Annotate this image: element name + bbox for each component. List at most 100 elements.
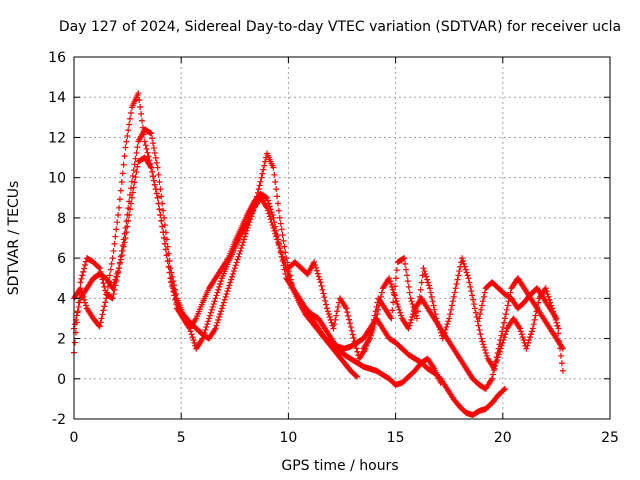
data-point	[149, 135, 156, 142]
data-point	[258, 174, 265, 181]
data-point	[222, 293, 229, 300]
data-point	[350, 334, 357, 341]
data-point	[275, 207, 282, 214]
data-point	[555, 330, 562, 337]
data-point	[161, 214, 168, 221]
data-point	[101, 303, 108, 310]
data-point	[152, 186, 159, 193]
data-point	[320, 290, 327, 297]
data-point	[322, 297, 329, 304]
data-point	[217, 311, 224, 318]
data-point	[111, 279, 118, 286]
data-point	[127, 200, 134, 207]
data-point	[493, 354, 500, 361]
x-tick-label: 10	[279, 430, 297, 446]
data-point	[481, 344, 488, 351]
y-tick-label: 10	[48, 171, 66, 187]
data-point	[353, 345, 360, 352]
data-point	[274, 200, 281, 207]
data-point	[272, 230, 279, 237]
data-point	[366, 335, 373, 342]
data-point	[125, 217, 132, 224]
data-point	[523, 345, 530, 352]
data-point	[112, 276, 119, 283]
data-point	[394, 301, 401, 308]
data-point	[333, 312, 340, 319]
data-point	[171, 292, 178, 299]
data-point	[240, 239, 247, 246]
data-point	[401, 255, 408, 262]
series-satellite-track-2	[71, 90, 444, 388]
data-point	[543, 288, 550, 295]
data-point	[150, 173, 157, 180]
data-point	[160, 207, 167, 214]
data-point	[124, 133, 131, 140]
data-point	[498, 332, 505, 339]
data-point	[269, 222, 276, 229]
data-point	[489, 375, 496, 382]
data-point	[497, 336, 504, 343]
data-point	[130, 184, 137, 191]
data-point	[449, 298, 456, 305]
data-point	[478, 302, 485, 309]
data-point	[346, 320, 353, 327]
data-point	[228, 276, 235, 283]
data-point	[468, 288, 475, 295]
data-point	[281, 259, 288, 266]
data-point	[542, 285, 549, 292]
data-point	[313, 267, 320, 274]
data-point	[100, 307, 107, 314]
data-point	[78, 275, 85, 282]
data-point	[82, 262, 89, 269]
data-point	[403, 266, 410, 273]
data-point	[220, 299, 227, 306]
data-point	[273, 233, 280, 240]
data-point	[531, 316, 538, 323]
data-point	[554, 322, 561, 329]
data-point	[71, 339, 78, 346]
data-point	[155, 200, 162, 207]
data-point	[167, 275, 174, 282]
data-point	[237, 247, 244, 254]
data-point	[168, 279, 175, 286]
data-point	[334, 308, 341, 315]
data-point	[122, 144, 129, 151]
data-point	[395, 303, 402, 310]
data-point	[455, 272, 462, 279]
data-point	[77, 279, 84, 286]
data-point	[107, 266, 114, 273]
data-point	[127, 110, 134, 117]
data-point	[125, 127, 132, 134]
data-point	[73, 312, 80, 319]
data-point	[319, 286, 326, 293]
data-point	[492, 358, 499, 365]
data-point	[150, 177, 157, 184]
data-point	[343, 305, 350, 312]
data-point	[81, 265, 88, 272]
data-point	[219, 302, 226, 309]
data-point	[81, 296, 88, 303]
data-point	[278, 250, 285, 257]
data-point	[465, 275, 472, 282]
data-point	[376, 302, 383, 309]
data-point	[413, 312, 420, 319]
data-point	[133, 149, 140, 156]
data-point	[191, 339, 198, 346]
data-point	[328, 319, 335, 326]
data-point	[116, 196, 123, 203]
data-point	[227, 279, 234, 286]
data-point	[544, 291, 551, 298]
data-point	[117, 256, 124, 263]
y-axis-label: SDTVAR / TECUs	[6, 181, 22, 296]
data-point	[114, 270, 121, 277]
x-tick-label: 25	[601, 430, 619, 446]
data-point	[277, 220, 284, 227]
data-point	[208, 306, 215, 313]
data-point	[444, 321, 451, 328]
data-point	[79, 272, 86, 279]
data-point	[526, 336, 533, 343]
data-point	[420, 265, 427, 272]
data-point	[118, 252, 125, 259]
data-point	[280, 237, 287, 244]
